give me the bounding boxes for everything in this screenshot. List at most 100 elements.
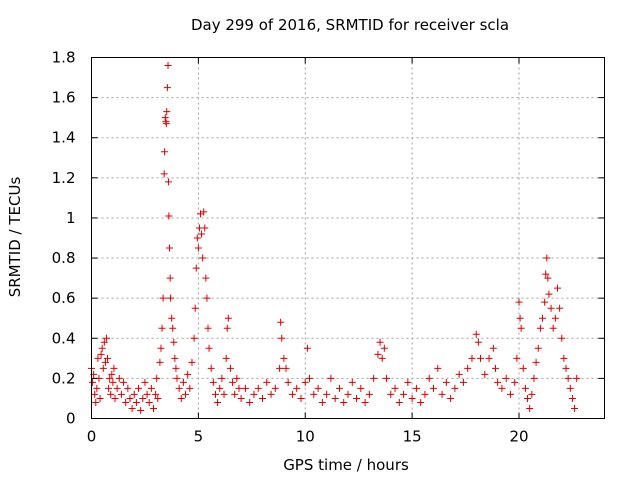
- data-point: [126, 394, 134, 402]
- data-point: [101, 358, 109, 366]
- data-point: [534, 344, 542, 352]
- data-point: [254, 384, 262, 392]
- data-point: [201, 224, 209, 232]
- data-point: [395, 398, 403, 406]
- data-point: [161, 114, 169, 122]
- data-point: [545, 290, 553, 298]
- data-point: [323, 390, 331, 398]
- data-point: [172, 364, 180, 372]
- data-point: [474, 338, 482, 346]
- data-point: [115, 374, 123, 382]
- data-point: [205, 344, 213, 352]
- data-point: [528, 390, 536, 398]
- y-tick-label: 1: [66, 209, 76, 227]
- data-point: [200, 208, 208, 216]
- x-tick-label: 20: [509, 428, 528, 446]
- data-point: [153, 374, 161, 382]
- data-point: [98, 344, 106, 352]
- data-point: [327, 374, 335, 382]
- data-point: [374, 350, 382, 358]
- data-point: [108, 370, 116, 378]
- data-point: [223, 324, 231, 332]
- data-point: [113, 384, 121, 392]
- data-point: [171, 354, 179, 362]
- data-point: [387, 390, 395, 398]
- data-point: [165, 212, 173, 220]
- data-point: [154, 394, 162, 402]
- y-tick-label: 0: [66, 410, 76, 428]
- data-point: [241, 384, 249, 392]
- data-point: [365, 390, 373, 398]
- data-point: [297, 394, 305, 402]
- data-point: [421, 390, 429, 398]
- data-point: [222, 354, 230, 362]
- data-point: [104, 354, 112, 362]
- data-point: [513, 354, 521, 362]
- data-point: [91, 390, 99, 398]
- data-point: [282, 364, 290, 372]
- data-point: [284, 378, 292, 386]
- data-point: [353, 394, 361, 402]
- data-point: [156, 358, 164, 366]
- data-point: [278, 334, 286, 342]
- data-point: [167, 294, 175, 302]
- data-point: [250, 390, 258, 398]
- data-point: [521, 384, 529, 392]
- data-point: [532, 358, 540, 366]
- data-point: [158, 324, 166, 332]
- data-point: [506, 390, 514, 398]
- data-point: [152, 390, 160, 398]
- data-point: [166, 244, 174, 252]
- data-point: [267, 390, 275, 398]
- data-point: [566, 384, 574, 392]
- data-point: [303, 344, 311, 352]
- axis-ticks: [91, 57, 605, 419]
- data-point: [97, 350, 105, 358]
- data-points: [88, 62, 581, 414]
- data-point: [271, 384, 279, 392]
- data-point: [110, 364, 118, 372]
- data-point: [92, 398, 100, 406]
- data-point: [102, 334, 110, 342]
- data-point: [438, 390, 446, 398]
- data-point: [194, 244, 202, 252]
- data-point: [100, 338, 108, 346]
- data-point: [190, 334, 198, 342]
- data-point: [139, 394, 147, 402]
- data-point: [310, 390, 318, 398]
- data-point: [141, 378, 149, 386]
- data-point: [109, 378, 117, 386]
- data-point: [220, 390, 228, 398]
- data-point: [472, 330, 480, 338]
- data-point: [491, 364, 499, 372]
- data-point: [539, 314, 547, 322]
- data-point: [162, 120, 170, 128]
- data-point: [524, 394, 532, 402]
- data-point: [224, 314, 232, 322]
- data-point: [233, 374, 241, 382]
- data-point: [161, 148, 169, 156]
- grid: [91, 57, 605, 419]
- data-point: [202, 274, 210, 282]
- data-point: [447, 394, 455, 402]
- data-point: [380, 344, 388, 352]
- data-point: [477, 354, 485, 362]
- data-point: [214, 398, 222, 406]
- data-point: [277, 318, 285, 326]
- data-point: [276, 364, 284, 372]
- data-point: [293, 384, 301, 392]
- y-axis-title: SRMTID / TECUs: [6, 177, 24, 298]
- data-point: [177, 394, 185, 402]
- data-point: [182, 390, 190, 398]
- y-tick-label: 1.2: [52, 169, 76, 187]
- data-point: [549, 324, 557, 332]
- data-point: [193, 234, 201, 242]
- data-point: [216, 384, 224, 392]
- data-point: [145, 398, 153, 406]
- data-point: [568, 394, 576, 402]
- data-point: [160, 170, 168, 178]
- y-tick-label: 1.6: [52, 89, 76, 107]
- data-point: [485, 354, 493, 362]
- data-point: [170, 338, 178, 346]
- data-point: [105, 384, 113, 392]
